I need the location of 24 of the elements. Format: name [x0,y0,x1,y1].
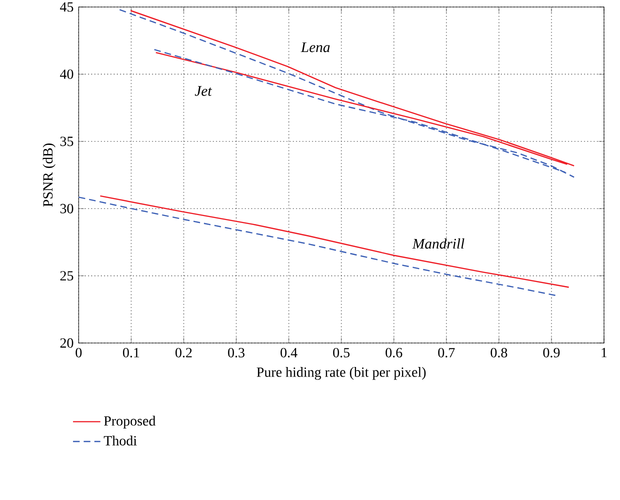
x-tick-label: 0.5 [333,348,350,358]
y-tick-label: 40 [60,69,74,79]
y-tick-label: 30 [60,204,74,214]
x-tick-label: 0.9 [543,348,560,358]
annotation: Mandrill [412,238,464,249]
y-tick-label: 45 [60,2,74,12]
x-tick-label: 0.7 [438,348,455,358]
x-tick-label: 0.8 [490,348,508,358]
x-tick-label: 0.1 [122,348,140,358]
legend-label: Thodi [104,436,137,446]
x-axis-title: Pure hiding rate (bit per pixel) [256,367,426,380]
y-tick-label: 35 [60,136,74,146]
annotation: Lena [300,42,330,52]
x-tick-label: 0.6 [386,348,402,358]
annotation: Jet [194,86,212,96]
x-tick-label: 0.2 [176,348,192,358]
x-tick-label: 0.4 [280,348,298,358]
x-tick-label: 0.3 [228,348,244,358]
x-tick-label: 0 [76,348,82,358]
y-tick-label: 20 [60,338,74,348]
y-axis-title: PSNR (dB) [42,144,56,207]
x-tick-label: 1 [602,348,607,358]
legend-label: Proposed [104,416,156,428]
y-tick-label: 25 [60,271,74,281]
